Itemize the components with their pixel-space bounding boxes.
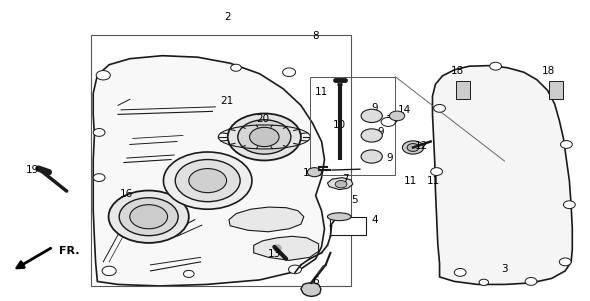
Ellipse shape — [525, 278, 537, 285]
Text: 4: 4 — [371, 215, 378, 225]
Bar — [549, 81, 563, 99]
Text: 11: 11 — [427, 175, 440, 186]
Ellipse shape — [228, 113, 301, 160]
Polygon shape — [327, 178, 353, 190]
Text: 14: 14 — [398, 105, 411, 115]
Ellipse shape — [289, 265, 301, 274]
Ellipse shape — [250, 127, 279, 147]
Ellipse shape — [189, 169, 227, 193]
Ellipse shape — [307, 168, 322, 177]
Ellipse shape — [389, 111, 405, 121]
Ellipse shape — [552, 82, 563, 90]
Ellipse shape — [183, 270, 194, 278]
Ellipse shape — [102, 266, 116, 276]
Text: 10: 10 — [333, 120, 346, 130]
Polygon shape — [229, 207, 304, 232]
Text: 18: 18 — [542, 66, 555, 76]
Ellipse shape — [431, 168, 442, 175]
Text: 11: 11 — [404, 175, 417, 186]
Ellipse shape — [109, 191, 189, 243]
Ellipse shape — [283, 68, 296, 76]
Ellipse shape — [93, 174, 105, 182]
Text: 5: 5 — [350, 195, 358, 205]
Text: 2: 2 — [224, 11, 231, 22]
Ellipse shape — [490, 62, 502, 70]
Ellipse shape — [130, 205, 168, 229]
Polygon shape — [93, 56, 324, 286]
Text: 20: 20 — [256, 114, 269, 124]
Ellipse shape — [175, 160, 240, 202]
Text: 6: 6 — [312, 276, 319, 287]
Text: 18: 18 — [451, 66, 464, 76]
Text: 7: 7 — [342, 174, 349, 184]
Ellipse shape — [402, 141, 424, 154]
Bar — [456, 81, 470, 99]
Ellipse shape — [163, 152, 252, 209]
Text: 15: 15 — [386, 115, 399, 126]
Text: 8: 8 — [312, 31, 319, 41]
Ellipse shape — [563, 201, 575, 209]
Ellipse shape — [381, 117, 395, 126]
Ellipse shape — [231, 64, 241, 71]
Ellipse shape — [361, 150, 382, 163]
Ellipse shape — [335, 181, 347, 188]
Text: 17: 17 — [303, 168, 316, 178]
Text: 13: 13 — [268, 249, 281, 259]
Bar — [91, 35, 351, 286]
Text: 9: 9 — [386, 153, 393, 163]
Polygon shape — [301, 283, 321, 296]
Ellipse shape — [434, 104, 445, 112]
Ellipse shape — [238, 120, 291, 154]
Text: 9: 9 — [377, 127, 384, 138]
Text: 12: 12 — [415, 141, 428, 151]
Text: 16: 16 — [120, 189, 133, 199]
Polygon shape — [254, 236, 319, 260]
Text: 3: 3 — [501, 264, 508, 275]
Bar — [330, 217, 366, 235]
Text: 19: 19 — [26, 165, 39, 175]
Ellipse shape — [119, 198, 178, 236]
Ellipse shape — [479, 279, 489, 285]
Ellipse shape — [361, 129, 382, 142]
Text: 9: 9 — [371, 103, 378, 113]
Bar — [310, 77, 395, 175]
Ellipse shape — [559, 258, 571, 266]
Ellipse shape — [361, 109, 382, 123]
Text: 11: 11 — [315, 87, 328, 97]
Ellipse shape — [327, 213, 351, 221]
Ellipse shape — [454, 268, 466, 276]
Text: 21: 21 — [221, 96, 234, 106]
Polygon shape — [432, 66, 572, 284]
Ellipse shape — [560, 141, 572, 148]
Ellipse shape — [407, 144, 419, 151]
Ellipse shape — [96, 70, 110, 80]
Ellipse shape — [93, 129, 105, 136]
Text: FR.: FR. — [59, 246, 80, 256]
